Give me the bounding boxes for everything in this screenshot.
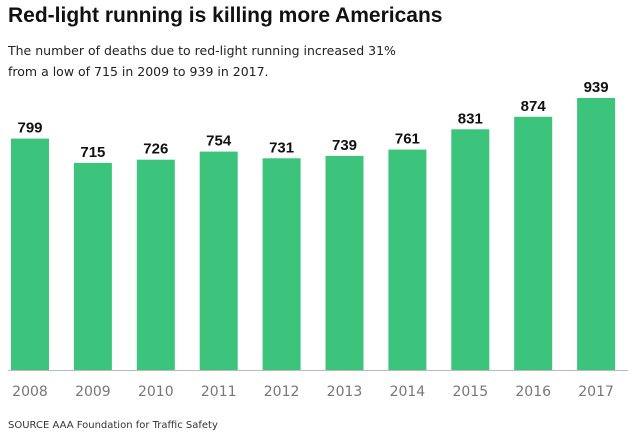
- bar-2012: [262, 158, 301, 370]
- value-label-2008: 799: [17, 120, 42, 137]
- bar-2010: [136, 159, 175, 370]
- bar-2008: [11, 138, 49, 370]
- chart-title: Red-light running is killing more Americ…: [8, 4, 443, 27]
- x-tick-2017: 2017: [578, 384, 614, 400]
- source-note: SOURCE AAA Foundation for Traffic Safety: [8, 420, 218, 431]
- bar-2011: [199, 151, 238, 370]
- value-label-2010: 726: [143, 141, 168, 158]
- x-tick-2013: 2013: [327, 384, 363, 400]
- bar-2015: [451, 129, 490, 370]
- value-label-2015: 831: [458, 110, 483, 127]
- x-tick-2016: 2016: [515, 384, 551, 400]
- x-tick-2011: 2011: [201, 384, 237, 400]
- x-tick-2008: 2008: [12, 384, 48, 400]
- bar-2014: [388, 149, 427, 370]
- bar-2016: [514, 116, 553, 370]
- x-tick-2014: 2014: [390, 384, 426, 400]
- value-label-2017: 939: [584, 79, 609, 96]
- value-label-2011: 754: [206, 133, 232, 150]
- value-label-2014: 761: [395, 131, 420, 148]
- x-tick-2010: 2010: [138, 384, 174, 400]
- chart-subtitle: The number of deaths due to red-light ru…: [8, 43, 396, 79]
- value-label-2009: 715: [80, 144, 105, 161]
- value-label-2013: 739: [332, 137, 357, 154]
- x-tick-2012: 2012: [264, 384, 300, 400]
- bar-2017: [577, 98, 616, 370]
- value-label-2016: 874: [521, 98, 547, 115]
- x-tick-2015: 2015: [452, 384, 488, 400]
- bar-2009: [73, 162, 112, 370]
- x-tick-2009: 2009: [75, 384, 111, 400]
- bar-2013: [325, 155, 364, 370]
- value-label-2012: 731: [269, 139, 294, 156]
